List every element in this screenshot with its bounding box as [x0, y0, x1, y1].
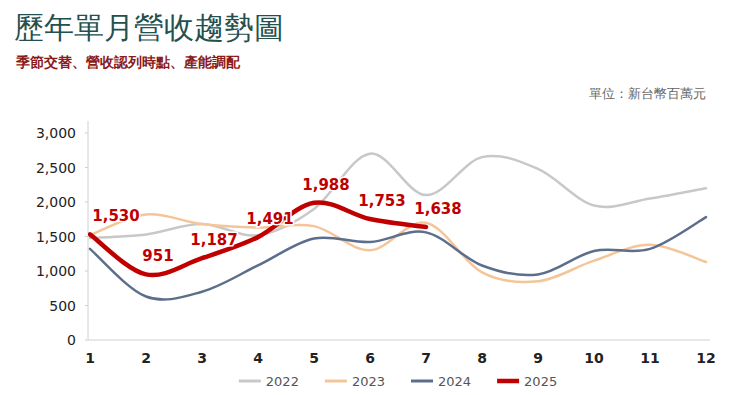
y-tick-label: 1,500 — [36, 229, 76, 245]
y-tick-label: 0 — [67, 332, 76, 348]
data-labels: 1,530 951 1,187 1,491 1,988 1,753 1,638 — [92, 176, 461, 266]
x-tick-label: 3 — [197, 350, 207, 366]
plot-area — [90, 154, 706, 300]
x-tick-label: 7 — [421, 350, 431, 366]
legend-label: 2024 — [438, 374, 471, 389]
legend-label: 2022 — [266, 374, 299, 389]
data-label: 1,187 — [190, 231, 237, 249]
data-label: 1,988 — [302, 176, 349, 194]
x-tick-label: 12 — [696, 350, 715, 366]
legend-item: 2024 — [411, 374, 471, 389]
subtitle: 季節交替、營收認列時點、產能調配 — [15, 54, 241, 70]
x-axis — [88, 340, 710, 341]
y-tick — [85, 236, 88, 237]
y-tick-label: 2,500 — [36, 160, 76, 176]
x-tick-label: 9 — [533, 350, 543, 366]
x-tick-label: 1 — [85, 350, 95, 366]
legend-item: 2025 — [497, 374, 557, 389]
chart: 歷年單月營收趨勢圖季節交替、營收認列時點、產能調配單位：新台幣百萬元 0 500 1,… — [0, 0, 740, 395]
legend-swatch — [239, 380, 261, 383]
title: 歷年單月營收趨勢圖 — [14, 10, 284, 45]
legend-item: 2023 — [325, 374, 385, 389]
data-label: 951 — [142, 247, 173, 265]
y-tick — [85, 167, 88, 168]
unit-label: 單位：新台幣百萬元 — [589, 86, 706, 101]
legend-swatch — [411, 380, 433, 383]
x-tick-label: 11 — [640, 350, 659, 366]
y-tick-label: 2,000 — [36, 194, 76, 210]
series-line — [90, 202, 426, 275]
y-tick — [85, 202, 88, 203]
legend-label: 2025 — [524, 374, 557, 389]
y-tick-label: 500 — [49, 298, 76, 314]
legend-label: 2023 — [352, 374, 385, 389]
data-label: 1,638 — [414, 200, 461, 218]
y-tick — [85, 271, 88, 272]
x-tick-label: 10 — [584, 350, 604, 366]
legend-swatch — [325, 380, 347, 383]
legend-item: 2022 — [239, 374, 299, 389]
y-tick — [85, 340, 88, 341]
x-tick-label: 4 — [253, 350, 263, 366]
x-tick-label: 8 — [477, 350, 487, 366]
y-tick — [85, 133, 88, 134]
y-tick-label: 3,000 — [36, 125, 76, 141]
legend-swatch — [497, 379, 519, 384]
x-tick-label: 2 — [141, 350, 151, 366]
y-tick — [85, 305, 88, 306]
series-line — [90, 217, 706, 299]
data-label: 1,753 — [358, 192, 405, 210]
y-axis — [88, 121, 89, 340]
x-tick-label: 6 — [365, 350, 375, 366]
data-label: 1,491 — [246, 210, 293, 228]
y-tick-label: 1,000 — [36, 263, 76, 279]
data-label: 1,530 — [92, 207, 139, 225]
legend: 2022 2023 2024 2025 — [239, 374, 557, 389]
x-tick-label: 5 — [309, 350, 319, 366]
